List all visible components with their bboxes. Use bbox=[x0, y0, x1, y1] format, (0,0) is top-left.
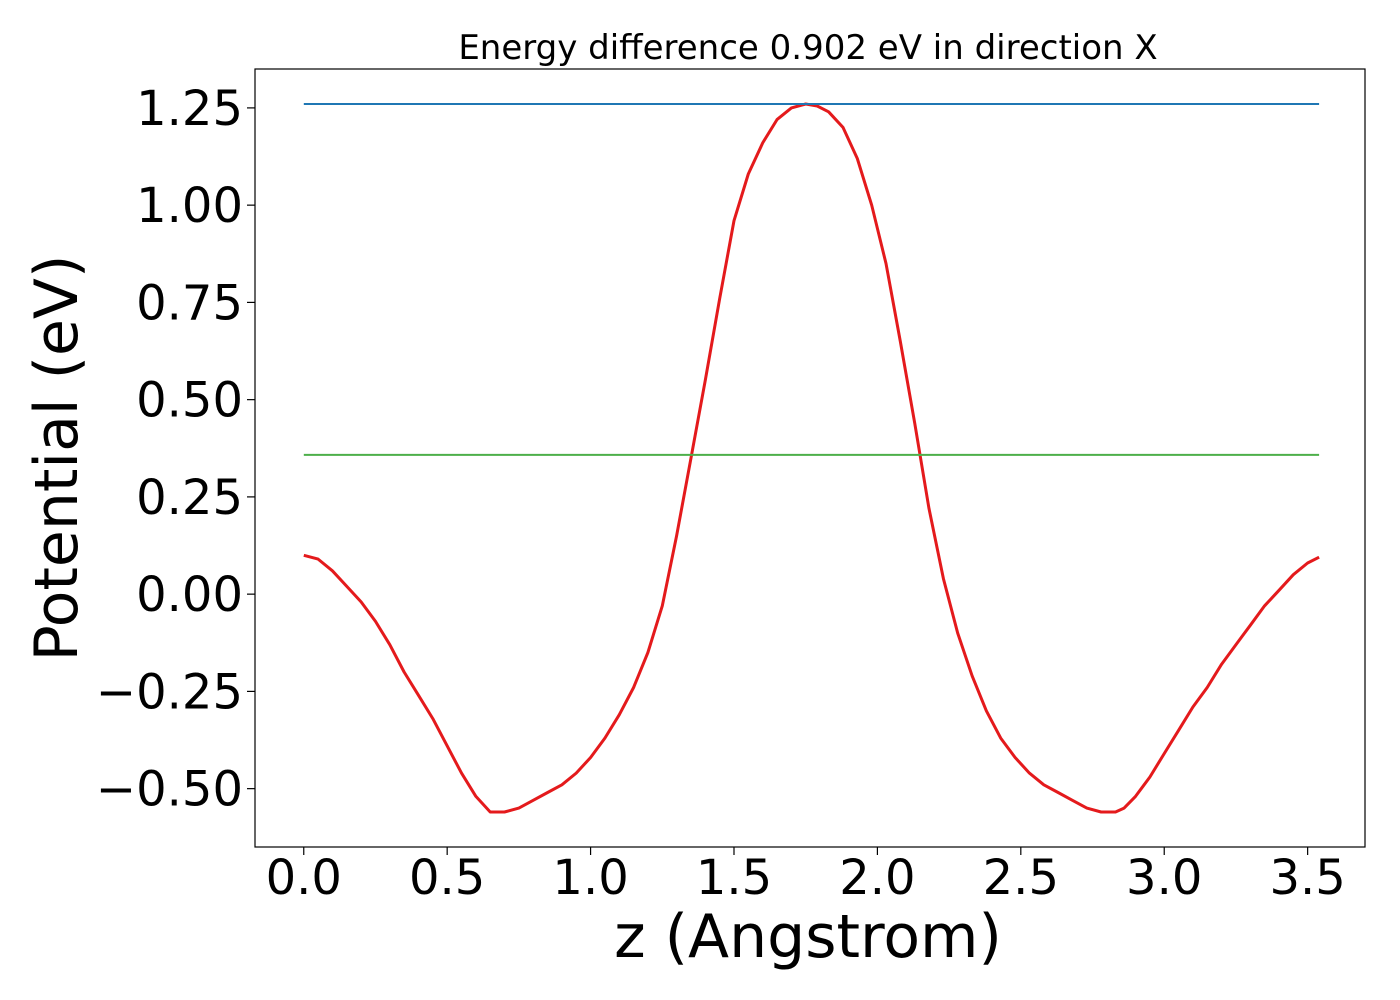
x-tick-label: 3.5 bbox=[1269, 850, 1345, 906]
x-tick-label: 2.5 bbox=[983, 850, 1059, 906]
x-axis-label: z (Angstrom) bbox=[614, 902, 1002, 972]
x-tick-label: 2.0 bbox=[839, 850, 915, 906]
x-tick-label: 0.5 bbox=[409, 850, 485, 906]
y-tick-label: −0.50 bbox=[96, 762, 243, 818]
series-line-0 bbox=[303, 102, 1320, 814]
axes-frame bbox=[254, 68, 1366, 848]
chart-title: Energy difference 0.902 eV in direction … bbox=[458, 28, 1157, 68]
plot-area bbox=[303, 102, 1320, 814]
y-tick-label: 0.25 bbox=[136, 470, 243, 526]
x-tick-label: 0.0 bbox=[266, 850, 342, 906]
y-tick-label: 1.25 bbox=[136, 81, 243, 137]
x-tick-label: 3.0 bbox=[1126, 850, 1202, 906]
y-tick-label: 0.75 bbox=[136, 275, 243, 331]
y-tick-label: 0.50 bbox=[136, 373, 243, 429]
x-axis: 0.0 0.5 1.0 1.5 2.0 2.5 3.0 3.5 bbox=[266, 847, 1346, 906]
y-tick-label: 1.00 bbox=[136, 178, 243, 234]
y-axis-label: Potential (eV) bbox=[22, 255, 92, 662]
x-tick-label: 1.0 bbox=[552, 850, 628, 906]
y-axis: −0.50 −0.25 0.00 0.25 0.50 0.75 1.00 1.25 bbox=[96, 81, 255, 818]
y-tick-label: −0.25 bbox=[96, 664, 243, 720]
x-tick-label: 1.5 bbox=[696, 850, 772, 906]
y-tick-label: 0.00 bbox=[136, 567, 243, 623]
